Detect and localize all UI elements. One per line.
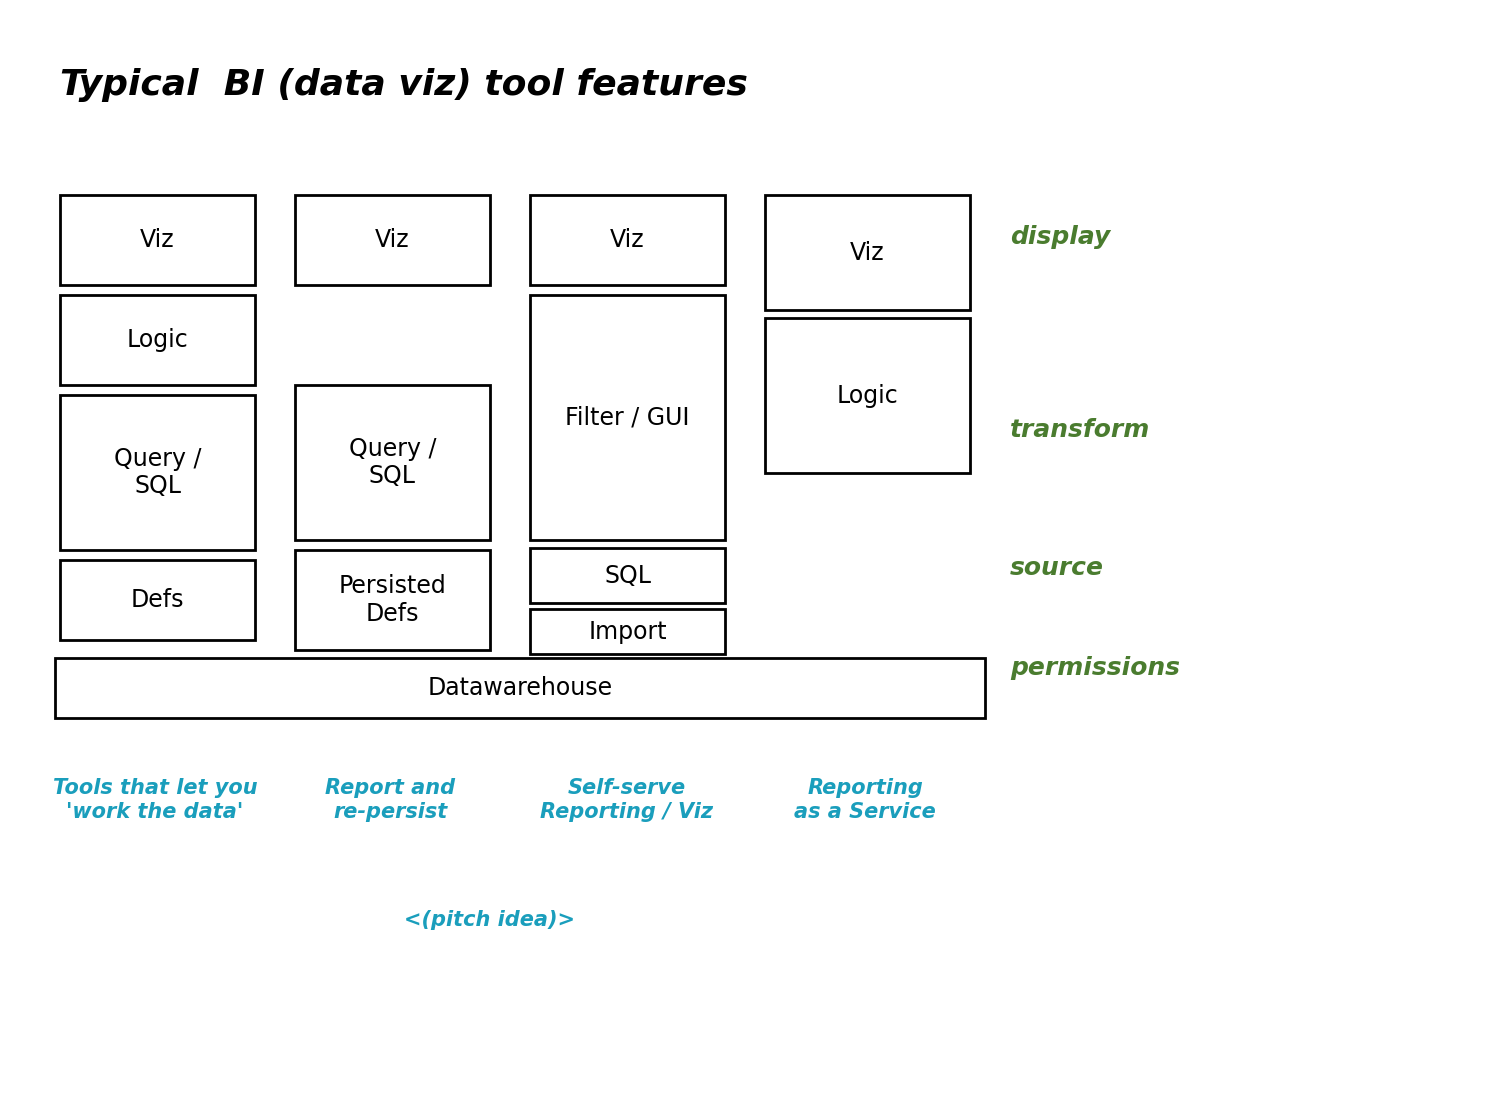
Bar [60,195,256,285]
Text: Viz: Viz [611,228,644,252]
Text: Logic: Logic [127,328,189,352]
Text: SQL: SQL [603,563,652,587]
Text: Defs: Defs [130,588,184,612]
Text: Persisted
Defs: Persisted Defs [339,574,446,626]
Bar [295,195,490,285]
Bar [531,195,724,285]
Text: display: display [1010,225,1110,249]
Bar [60,295,256,385]
Bar [531,609,724,654]
Text: transform: transform [1010,418,1151,442]
Bar [60,395,256,550]
Text: Viz: Viz [141,228,175,252]
Bar [295,550,490,650]
Text: Query /
SQL: Query / SQL [113,447,201,499]
Text: Self-serve
Reporting / Viz: Self-serve Reporting / Viz [540,779,714,822]
Text: Logic: Logic [836,384,898,407]
Text: source: source [1010,556,1104,580]
Text: permissions: permissions [1010,656,1179,680]
Text: Reporting
as a Service: Reporting as a Service [794,779,936,822]
Bar [295,385,490,540]
Bar [765,319,971,473]
Text: <(pitch idea)>: <(pitch idea)> [405,910,576,930]
Text: Viz: Viz [375,228,410,252]
Bar [531,547,724,603]
Text: Query /
SQL: Query / SQL [349,437,437,489]
Bar [60,560,256,640]
Text: Report and
re-persist: Report and re-persist [325,779,455,822]
Bar [531,295,724,540]
Text: Datawarehouse: Datawarehouse [428,676,612,700]
Bar [765,195,971,310]
Bar [54,658,984,718]
Text: Viz: Viz [850,240,885,264]
Text: Typical  BI (data viz) tool features: Typical BI (data viz) tool features [60,67,748,102]
Text: Import: Import [588,619,667,644]
Text: Tools that let you
'work the data': Tools that let you 'work the data' [53,779,257,822]
Text: Filter / GUI: Filter / GUI [565,406,689,429]
